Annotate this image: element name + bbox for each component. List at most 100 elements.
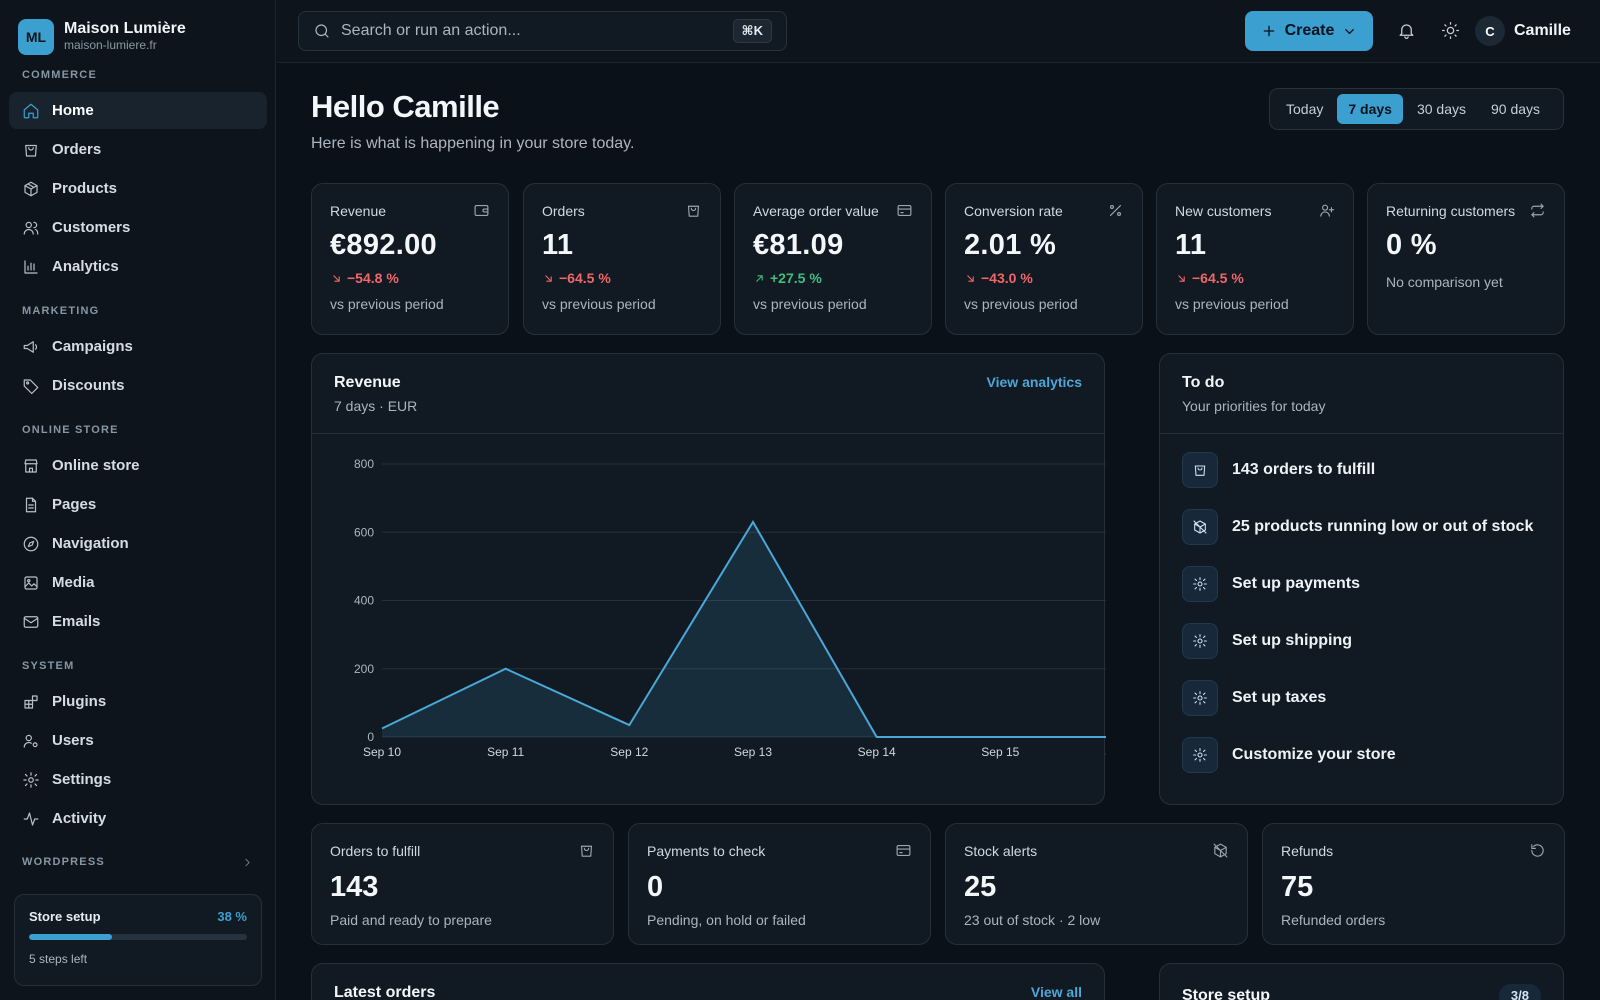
sidebar-item-orders[interactable]: Orders bbox=[9, 131, 267, 168]
search-input[interactable]: Search or run an action... ⌘K bbox=[298, 11, 787, 51]
sidebar-item-online-store[interactable]: Online store bbox=[9, 447, 267, 484]
todo-item-shipping[interactable]: Set up shipping bbox=[1182, 623, 1542, 659]
store-setup-title: Store setup bbox=[29, 909, 101, 924]
percent-icon bbox=[1109, 204, 1122, 217]
create-button-label: Create bbox=[1284, 22, 1335, 39]
store-setup-card[interactable]: Store setup 38 % 5 steps left bbox=[14, 894, 262, 986]
nav-section-system: SYSTEM bbox=[22, 660, 75, 672]
sidebar-item-label: Plugins bbox=[52, 693, 107, 710]
arrow-up-right-icon bbox=[756, 274, 763, 282]
todo-item-customize[interactable]: Customize your store bbox=[1182, 737, 1542, 773]
todo-item-payments[interactable]: Set up payments bbox=[1182, 566, 1542, 602]
sidebar-item-plugins[interactable]: Plugins bbox=[9, 683, 267, 720]
kpi-value: €81.09 bbox=[753, 229, 844, 261]
sidebar-item-discounts[interactable]: Discounts bbox=[9, 367, 267, 404]
range-option-today[interactable]: Today bbox=[1286, 101, 1324, 117]
sidebar-item-analytics[interactable]: Analytics bbox=[9, 248, 267, 285]
stat-label: Refunds bbox=[1281, 842, 1334, 859]
page-title: Hello Camille bbox=[311, 89, 500, 124]
kpi-card-conversion-rate[interactable]: Conversion rate 2.01 % −43.0 % vs previo… bbox=[945, 183, 1143, 335]
stat-card-refunds[interactable]: Refunds 75 Refunded orders bbox=[1262, 823, 1565, 945]
card-divider bbox=[312, 433, 1104, 434]
kpi-card-returning-customers[interactable]: Returning customers 0 % No comparison ye… bbox=[1367, 183, 1565, 335]
user-menu[interactable]: C Camille bbox=[1475, 16, 1571, 46]
activity-icon bbox=[23, 811, 39, 826]
kpi-card-orders[interactable]: Orders 11 −64.5 % vs previous period bbox=[523, 183, 721, 335]
kpi-sub: vs previous period bbox=[542, 296, 656, 312]
kpi-value: 11 bbox=[1175, 229, 1207, 261]
sidebar-item-media[interactable]: Media bbox=[9, 564, 267, 601]
sidebar-item-pages[interactable]: Pages bbox=[9, 486, 267, 523]
brand[interactable]: ML Maison Lumière maison-lumiere.fr bbox=[0, 0, 275, 56]
notifications-button[interactable] bbox=[1397, 21, 1416, 40]
nav-section-marketing: MARKETING bbox=[22, 305, 100, 317]
series-area bbox=[382, 522, 1106, 737]
store-setup-progress-fill bbox=[29, 934, 112, 940]
search-icon bbox=[315, 24, 329, 38]
kpi-sub: vs previous period bbox=[753, 296, 867, 312]
store-icon bbox=[24, 458, 38, 473]
mail-icon bbox=[23, 615, 39, 628]
x-tick-label: Sep 16 bbox=[1105, 745, 1106, 759]
sidebar-item-label: Settings bbox=[52, 771, 112, 788]
stat-card-orders-to-fulfill[interactable]: Orders to fulfill 143 Paid and ready to … bbox=[311, 823, 614, 945]
sidebar-item-emails[interactable]: Emails bbox=[9, 603, 267, 640]
kpi-sub: vs previous period bbox=[1175, 296, 1289, 312]
sidebar-wordpress-toggle[interactable]: WORDPRESS bbox=[0, 853, 276, 871]
chevron-down-icon bbox=[1345, 28, 1355, 34]
search-shortcut: ⌘K bbox=[732, 19, 772, 43]
nav-section-commerce: COMMERCE bbox=[22, 69, 97, 81]
sidebar-item-settings[interactable]: Settings bbox=[9, 761, 267, 798]
kpi-sub: vs previous period bbox=[964, 296, 1078, 312]
user-cog-icon bbox=[23, 734, 38, 748]
stat-sub: Refunded orders bbox=[1281, 912, 1386, 928]
kpi-card-average-order-value[interactable]: Average order value €81.09 +27.5 % vs pr… bbox=[734, 183, 932, 335]
view-all-orders-link[interactable]: View all bbox=[1030, 984, 1082, 1000]
sidebar-item-campaigns[interactable]: Campaigns bbox=[9, 328, 267, 365]
kpi-label: New customers bbox=[1175, 202, 1272, 219]
sidebar-item-home[interactable]: Home bbox=[9, 92, 267, 129]
sidebar-item-customers[interactable]: Customers bbox=[9, 209, 267, 246]
kpi-card-revenue[interactable]: Revenue €892.00 −54.8 % vs previous peri… bbox=[311, 183, 509, 335]
file-text-icon bbox=[25, 497, 37, 512]
store-setup-progress bbox=[29, 934, 247, 940]
todo-item-low-stock[interactable]: 25 products running low or out of stock bbox=[1182, 509, 1542, 545]
range-option-30-days[interactable]: 30 days bbox=[1416, 101, 1466, 117]
view-analytics-link[interactable]: View analytics bbox=[986, 374, 1082, 390]
kpi-value: 2.01 % bbox=[964, 229, 1057, 261]
y-tick-label: 0 bbox=[367, 730, 374, 744]
shopping-bag-icon bbox=[580, 845, 593, 857]
todo-item-text: Set up shipping bbox=[1232, 632, 1352, 649]
store-setup-badge: 3/8 bbox=[1498, 984, 1541, 1000]
range-option-7-days[interactable]: 7 days bbox=[1337, 94, 1403, 124]
stat-card-payments-to-check[interactable]: Payments to check 0 Pending, on hold or … bbox=[628, 823, 931, 945]
gear-icon bbox=[23, 771, 39, 788]
gear-icon bbox=[1193, 634, 1207, 648]
range-option-90-days[interactable]: 90 days bbox=[1491, 101, 1541, 117]
x-tick-label: Sep 15 bbox=[981, 745, 1019, 759]
kpi-card-new-customers[interactable]: New customers 11 −64.5 % vs previous per… bbox=[1156, 183, 1354, 335]
megaphone-icon bbox=[23, 340, 38, 353]
revenue-chart: 0 200 400 600 800 Sep 10 Sep 11 Sep 12 Sep 13 Sep… bbox=[354, 457, 1106, 759]
sidebar-item-products[interactable]: Products bbox=[9, 170, 267, 207]
todo-item-taxes[interactable]: Set up taxes bbox=[1182, 680, 1542, 716]
package-icon bbox=[24, 181, 38, 196]
y-tick-label: 800 bbox=[354, 457, 374, 471]
date-range-selector: Today 7 days 30 days 90 days bbox=[1269, 88, 1564, 130]
sidebar-item-navigation[interactable]: Navigation bbox=[9, 525, 267, 562]
stat-sub: Pending, on hold or failed bbox=[647, 912, 806, 928]
stat-card-stock-alerts[interactable]: Stock alerts 25 23 out of stock · 2 low bbox=[945, 823, 1248, 945]
sidebar-item-label: Media bbox=[52, 574, 95, 591]
kpi-sub: vs previous period bbox=[330, 296, 444, 312]
create-button[interactable]: Create bbox=[1245, 11, 1373, 51]
kpi-label: Conversion rate bbox=[964, 202, 1063, 219]
todo-item-orders-to-fulfill[interactable]: 143 orders to fulfill bbox=[1182, 452, 1542, 488]
sidebar: ML Maison Lumière maison-lumiere.fr COMM… bbox=[0, 0, 276, 1000]
latest-orders-title: Latest orders bbox=[334, 984, 436, 1000]
shopping-bag-icon bbox=[25, 144, 37, 157]
theme-toggle-button[interactable] bbox=[1441, 21, 1460, 40]
todo-item-text: Set up taxes bbox=[1232, 689, 1327, 706]
sidebar-item-users[interactable]: Users bbox=[9, 722, 267, 759]
blocks-icon bbox=[24, 694, 38, 709]
sidebar-item-activity[interactable]: Activity bbox=[9, 800, 267, 837]
